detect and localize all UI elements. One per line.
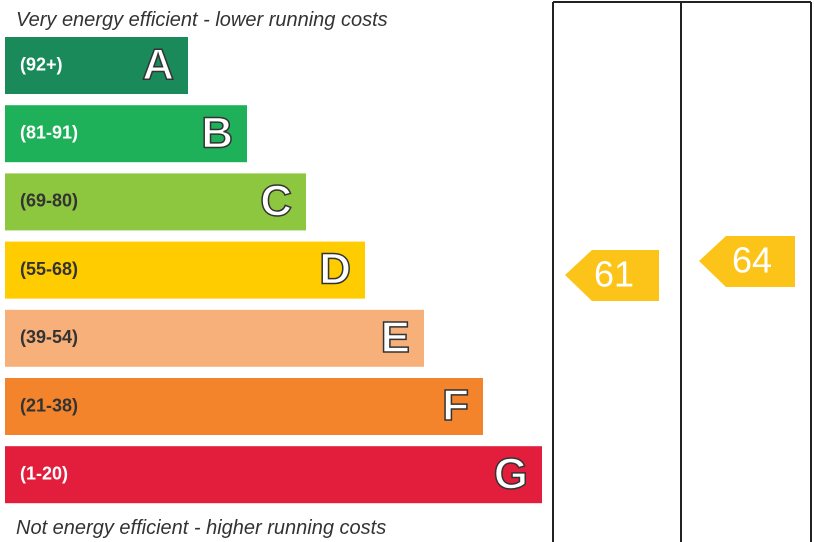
current-value: 61 xyxy=(594,254,634,295)
band-range: (69-80) xyxy=(20,191,78,211)
band-letter: C xyxy=(260,177,292,226)
band xyxy=(5,309,424,367)
band-letter: A xyxy=(142,40,174,89)
potential-arrow xyxy=(699,236,795,287)
bottom-label: Not energy efficient - higher running co… xyxy=(16,517,386,539)
band-letter: G xyxy=(494,449,528,498)
band-range: (39-54) xyxy=(20,327,78,347)
band xyxy=(5,241,365,299)
band-range: (55-68) xyxy=(20,259,78,279)
band xyxy=(5,105,247,163)
band xyxy=(5,37,188,94)
band xyxy=(5,173,306,231)
band-letter: D xyxy=(319,245,351,294)
current-arrow xyxy=(565,250,659,301)
band-range: (1-20) xyxy=(20,463,68,483)
band-range: (81-91) xyxy=(20,122,78,142)
potential-value: 64 xyxy=(732,240,772,281)
top-label: Very energy efficient - lower running co… xyxy=(16,9,388,31)
band-range: (92+) xyxy=(20,54,63,74)
band xyxy=(5,446,542,504)
band-range: (21-38) xyxy=(20,395,78,415)
band-letter: E xyxy=(381,313,410,362)
band xyxy=(5,378,483,435)
band-letter: F xyxy=(442,381,469,430)
band-letter: B xyxy=(201,108,233,157)
